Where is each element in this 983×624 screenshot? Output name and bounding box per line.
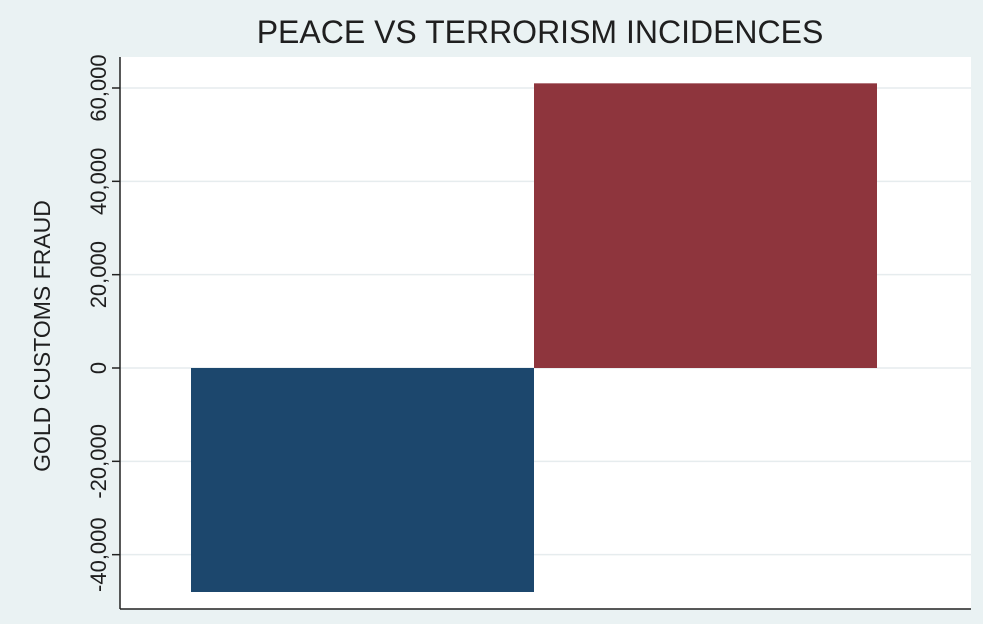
y-tick-label: 0	[86, 362, 111, 374]
bar	[191, 368, 534, 592]
y-axis-ticks: -40,000 -20,000 0 20,000 40,000 60,000	[86, 54, 120, 592]
y-tick-label: -40,000	[86, 517, 111, 592]
y-tick-label: 60,000	[86, 54, 111, 121]
y-tick-label: -20,000	[86, 424, 111, 499]
y-tick-label: 40,000	[86, 148, 111, 215]
y-tick-label: 20,000	[86, 241, 111, 308]
chart-title: PEACE VS TERRORISM INCIDENCES	[257, 14, 824, 50]
y-axis-label: GOLD CUSTOMS FRAUD	[29, 200, 55, 472]
bars	[191, 83, 877, 592]
bar	[534, 83, 877, 368]
